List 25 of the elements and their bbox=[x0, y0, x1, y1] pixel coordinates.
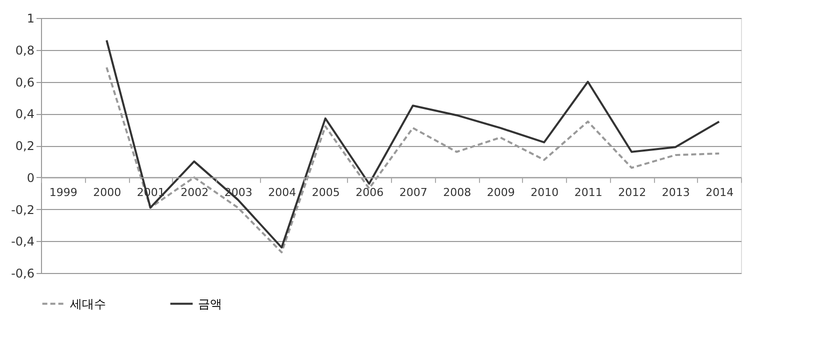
x-tick-label: 2013 bbox=[662, 186, 690, 199]
x-tick-label: 2011 bbox=[574, 186, 602, 199]
x-tick-label: 2000 bbox=[93, 186, 122, 199]
y-tick-label: 0,2 bbox=[15, 139, 34, 153]
x-tick-label: 2005 bbox=[312, 186, 340, 199]
x-tick-label: 1999 bbox=[49, 186, 78, 199]
y-tick-label: 0,6 bbox=[15, 75, 34, 90]
x-tick-label: 2007 bbox=[399, 186, 428, 199]
y-tick-label: 1 bbox=[26, 12, 34, 26]
legend-label: 금액 bbox=[198, 296, 222, 311]
y-tick-label: -0,4 bbox=[11, 234, 34, 249]
y-tick-label: -0,2 bbox=[11, 202, 34, 217]
x-tick-label: 2010 bbox=[530, 186, 559, 199]
x-tick-label: 2002 bbox=[180, 186, 209, 199]
y-tick-label: 0 bbox=[26, 170, 34, 185]
x-tick-label: 2004 bbox=[268, 186, 296, 199]
x-tick-label: 2014 bbox=[706, 186, 734, 199]
legend-label: 세대수 bbox=[70, 296, 106, 311]
x-tick-label: 2006 bbox=[356, 186, 384, 199]
x-tick-label: 2012 bbox=[618, 186, 646, 199]
x-tick-label: 2009 bbox=[486, 186, 515, 199]
y-tick-label: 0,4 bbox=[15, 107, 34, 122]
x-tick-label: 2008 bbox=[443, 186, 472, 199]
y-tick-label: 0,8 bbox=[15, 43, 34, 58]
y-tick-label: -0,6 bbox=[11, 266, 34, 280]
